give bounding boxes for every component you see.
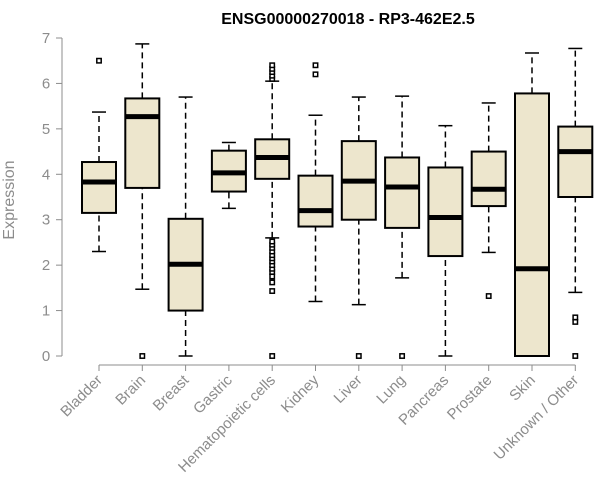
x-tick-label: Lung — [373, 372, 409, 408]
y-tick-label: 6 — [42, 75, 50, 92]
box-group — [340, 96, 377, 359]
outlier-point — [355, 353, 362, 359]
box-group — [254, 62, 291, 359]
y-tick-label: 2 — [42, 257, 50, 274]
box-group — [514, 52, 550, 358]
chart-title: ENSG00000270018 - RP3-462E2.5 — [221, 11, 475, 28]
outlier-point — [572, 314, 579, 321]
outlier-point — [139, 353, 146, 359]
y-tick-label: 3 — [42, 212, 50, 229]
y-tick-label: 5 — [42, 121, 50, 138]
x-tick-label: Liver — [331, 372, 366, 407]
iqr-box — [557, 125, 594, 198]
y-tick-label: 7 — [42, 30, 50, 47]
outlier-point — [269, 353, 276, 359]
box-group — [297, 62, 334, 303]
box-group — [384, 95, 421, 359]
box-group — [557, 47, 594, 359]
iqr-box — [124, 97, 161, 189]
iqr-box — [470, 150, 507, 208]
outlier-point — [269, 279, 276, 286]
box-group — [81, 57, 117, 253]
y-tick-label: 1 — [42, 303, 50, 320]
iqr-box — [427, 166, 464, 258]
outlier-point — [269, 62, 276, 69]
y-tick-label: 0 — [42, 348, 50, 365]
box-group — [210, 141, 247, 210]
outlier-point — [312, 62, 319, 69]
iqr-box — [384, 156, 421, 229]
outlier-point — [572, 353, 579, 359]
box-group — [427, 124, 464, 357]
iqr-box — [297, 174, 334, 228]
outlier-point — [485, 293, 492, 299]
box-group — [167, 96, 204, 357]
outlier-point — [269, 273, 276, 280]
y-axis: 0 1 2 3 4 5 6 7 — [42, 30, 63, 365]
y-axis-label: Expression — [1, 160, 18, 239]
outlier-point — [399, 353, 406, 359]
x-tick-label: Brain — [112, 372, 149, 409]
box-group — [470, 102, 507, 299]
box-group — [124, 43, 161, 359]
outlier-point — [269, 288, 276, 294]
x-tick-label: Breast — [150, 371, 193, 414]
boxes — [81, 43, 594, 359]
outlier-point — [572, 318, 579, 325]
y-tick-label: 4 — [42, 166, 50, 183]
x-tick-label: Bladder — [57, 372, 106, 421]
outlier-point — [96, 57, 102, 64]
iqr-box — [514, 92, 550, 358]
outlier-point — [312, 71, 319, 78]
outlier-point — [269, 238, 276, 245]
x-tick-label: Skin — [506, 372, 539, 405]
x-tick-label: Kidney — [278, 371, 323, 416]
x-tick-label: Prostate — [444, 372, 496, 424]
iqr-box — [81, 161, 117, 214]
